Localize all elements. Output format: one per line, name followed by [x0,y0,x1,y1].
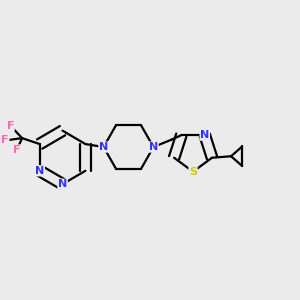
Text: N: N [35,166,44,176]
Text: N: N [58,179,67,189]
Text: F: F [7,121,14,130]
Text: N: N [200,130,209,140]
Text: N: N [149,142,158,152]
Text: N: N [99,142,108,152]
Text: F: F [1,136,9,146]
Text: S: S [189,167,197,177]
Text: F: F [13,145,21,155]
